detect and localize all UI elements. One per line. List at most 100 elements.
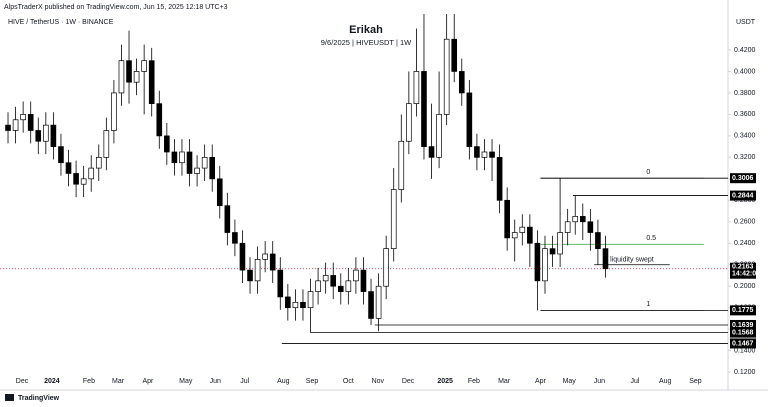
candle-body — [300, 301, 306, 309]
candle-body — [345, 280, 352, 292]
x-tick-label: Mar — [112, 378, 125, 385]
candle-body — [58, 146, 64, 164]
candle-body — [413, 71, 420, 105]
candle-body — [103, 130, 110, 158]
candle-body — [232, 232, 238, 244]
candle-body — [88, 167, 95, 180]
candle-body — [579, 216, 586, 223]
x-tick-label: Aug — [659, 378, 672, 385]
price-box-value: 0.2163 — [732, 264, 754, 271]
candle-body — [390, 189, 397, 249]
candle-body — [262, 253, 268, 260]
candle-body — [254, 259, 261, 282]
x-tick-label: Dec — [16, 378, 29, 385]
level-box — [730, 305, 756, 316]
candle-body — [451, 38, 458, 72]
level-box — [730, 319, 756, 330]
chart-title: Erikah — [349, 24, 383, 36]
candle-body — [353, 269, 359, 282]
y-tick-label: 0.4000 — [734, 68, 756, 75]
level-label: 0.1775 — [732, 307, 754, 314]
candle-body — [247, 269, 253, 282]
publisher: AlpsTraderX published on TradingView.com… — [4, 4, 228, 11]
level-box — [730, 327, 756, 338]
candle-body — [179, 151, 185, 164]
candle-body — [542, 248, 548, 282]
candle-body — [496, 157, 503, 201]
x-tick-label: Aug — [277, 378, 290, 385]
y-tick-label: 0.1400 — [734, 347, 756, 354]
candle-body — [489, 151, 495, 158]
candle-body — [20, 114, 26, 121]
y-tick-label: 0.4200 — [734, 47, 756, 54]
plot-area — [0, 14, 728, 333]
x-tick-label: Jul — [631, 378, 640, 385]
candle-body — [466, 92, 473, 147]
x-tick-label: May — [563, 378, 577, 385]
candle-body — [398, 140, 405, 190]
candle-body — [595, 232, 601, 249]
candle-body — [337, 285, 344, 292]
candle-body — [360, 269, 367, 292]
y-tick-label: 0.2400 — [734, 240, 756, 247]
x-tick-label: Dec — [402, 378, 415, 385]
candle-body — [50, 124, 57, 147]
x-tick-label: Apr — [142, 378, 154, 385]
x-tick-label: Nov — [372, 378, 385, 385]
candle-body — [315, 280, 321, 292]
x-tick-label: May — [179, 378, 193, 385]
level-label: 0.3006 — [732, 175, 754, 182]
candle-body — [330, 275, 337, 287]
candle-body — [406, 103, 412, 142]
candle-body — [564, 221, 571, 233]
liquidity-label: liquidity swept — [610, 257, 654, 264]
level-box — [730, 338, 756, 349]
brand-logo — [5, 394, 14, 401]
candle-body — [186, 151, 193, 174]
candle-body — [557, 232, 563, 255]
candle-body — [458, 71, 465, 94]
candle-body — [443, 38, 450, 115]
candle-body — [111, 92, 117, 131]
x-tick-label: Sep — [689, 378, 702, 385]
price-box-countdown: 14:42:00 — [732, 271, 760, 278]
candle-body — [194, 167, 200, 174]
candle-body — [527, 226, 533, 244]
level-label: 0.1568 — [732, 329, 754, 336]
candle-body — [133, 71, 140, 83]
candle-body — [269, 253, 276, 271]
candle-body — [201, 157, 208, 169]
candle-body — [5, 124, 11, 131]
candle-body — [148, 60, 155, 105]
candle-body — [95, 157, 102, 169]
candle-body — [534, 242, 541, 282]
candle-body — [35, 130, 42, 142]
candle-body — [572, 216, 579, 223]
y-tick-label: 0.2800 — [734, 197, 756, 204]
candle-body — [80, 178, 87, 185]
x-tick-label: Jun — [210, 378, 221, 385]
y-tick-label: 0.3800 — [734, 90, 756, 97]
x-tick-label: Apr — [535, 378, 547, 385]
level-label: 0.1639 — [732, 322, 754, 329]
chart-subtitle: 9/6/2025 | HIVEUSDT | 1W — [321, 38, 412, 47]
candle-body — [383, 248, 389, 287]
candle-body — [511, 232, 518, 239]
candle-body — [285, 296, 291, 309]
candle-body — [436, 114, 442, 158]
candle-body — [519, 226, 526, 233]
brand: TradingView — [18, 395, 60, 402]
y-tick-label: 0.3600 — [734, 111, 756, 118]
x-tick-label: Oct — [343, 378, 354, 385]
candle-body — [216, 178, 223, 207]
currency: USDT — [736, 19, 756, 26]
candle-body — [12, 119, 19, 131]
candle-body — [587, 221, 594, 233]
candle-body — [73, 173, 79, 185]
candle-body — [368, 291, 374, 319]
level-label: 0.2844 — [732, 192, 754, 199]
fib-label: 0 — [646, 169, 650, 176]
candle-body — [549, 248, 556, 255]
